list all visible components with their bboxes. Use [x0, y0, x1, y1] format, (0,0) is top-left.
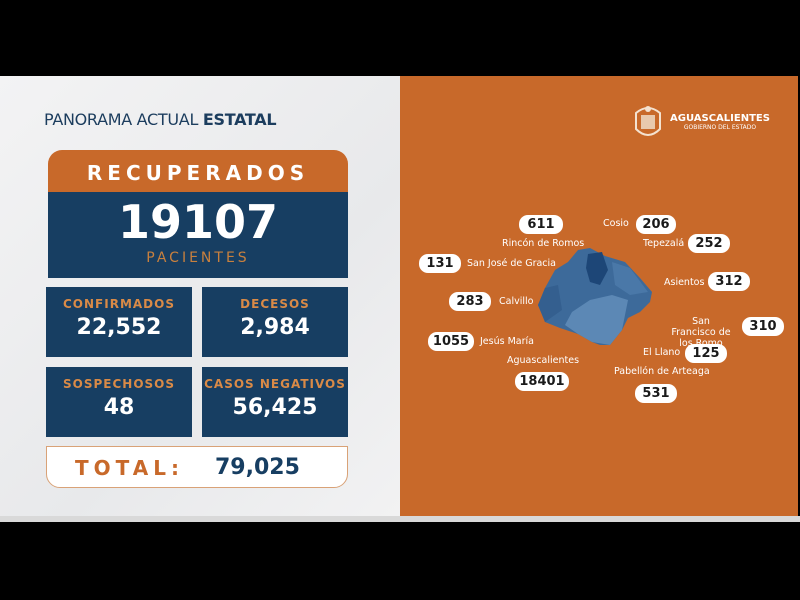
map-region-asientos	[612, 262, 648, 295]
value-el-llano: 125	[685, 344, 727, 363]
stat-value: 56,425	[232, 395, 318, 420]
coat-of-arms-icon	[635, 106, 661, 136]
value-calvillo: 283	[449, 292, 491, 311]
label-tepezala: Tepezalá	[643, 238, 685, 249]
value-san-francisco-de-los-romo: 310	[742, 317, 784, 336]
title-normal: PANORAMA ACTUAL	[44, 110, 203, 129]
value-cosio: 206	[636, 215, 676, 234]
map-region-calvillo	[538, 285, 562, 322]
recuperados-label: RECUPERADOS	[48, 150, 348, 192]
recuperados-card: RECUPERADOS 19107 PACIENTES	[48, 150, 348, 278]
value-jesus-maria: 1055	[428, 332, 474, 351]
map-region-aguascalientes	[565, 295, 628, 345]
title-bold: ESTATAL	[202, 110, 277, 129]
map-region-north	[586, 252, 608, 285]
value-rincon-de-romos: 611	[519, 215, 563, 234]
label-aguascalientes: Aguascalientes	[507, 355, 580, 366]
label-san-jose-de-gracia: San José de Gracia	[467, 258, 556, 269]
value-tepezala: 252	[688, 234, 730, 253]
value-aguascalientes: 18401	[515, 372, 569, 391]
decesos-card: DECESOS 2,984	[202, 287, 348, 357]
logo: AGUASCALIENTES GOBIERNO DEL ESTADO	[632, 103, 770, 141]
total-card: TOTAL: 79,025	[46, 446, 348, 488]
recuperados-value: 19107	[117, 195, 279, 249]
total-label: TOTAL:	[75, 456, 184, 480]
label-calvillo: Calvillo	[499, 296, 534, 307]
value-asientos: 312	[708, 272, 750, 291]
sospechosos-card: SOSPECHOSOS 48	[46, 367, 192, 437]
negativos-card: CASOS NEGATIVOS 56,425	[202, 367, 348, 437]
page-title: PANORAMA ACTUAL ESTATAL	[44, 110, 277, 129]
stat-value: 22,552	[76, 315, 162, 340]
stat-label: DECESOS	[240, 297, 310, 311]
label-pabellon-de-arteaga: Pabellón de Arteaga	[614, 366, 710, 377]
stat-label: CONFIRMADOS	[63, 297, 175, 311]
stat-label: CASOS NEGATIVOS	[204, 377, 346, 391]
label-jesus-maria: Jesús María	[480, 336, 534, 347]
label-asientos: Asientos	[664, 277, 705, 288]
stat-label: SOSPECHOSOS	[62, 377, 175, 391]
label-rincon-de-romos: Rincón de Romos	[502, 238, 585, 249]
value-san-jose-de-gracia: 131	[419, 254, 461, 273]
label-el-llano: El Llano	[643, 347, 681, 358]
logo-sub: GOBIERNO DEL ESTADO	[683, 124, 757, 131]
bottom-strip	[0, 516, 800, 522]
stat-value: 2,984	[240, 315, 310, 340]
total-value: 79,025	[215, 455, 300, 480]
label-san-francisco-de-los-romo: San Francisco de los Romo	[671, 316, 731, 349]
label-cosio: Cosio	[603, 218, 629, 229]
value-pabellon-de-arteaga: 531	[635, 384, 677, 403]
logo-name: AGUASCALIENTES	[670, 113, 770, 124]
stat-value: 48	[103, 395, 135, 420]
recuperados-sub: PACIENTES	[146, 250, 250, 266]
confirmados-card: CONFIRMADOS 22,552	[46, 287, 192, 357]
